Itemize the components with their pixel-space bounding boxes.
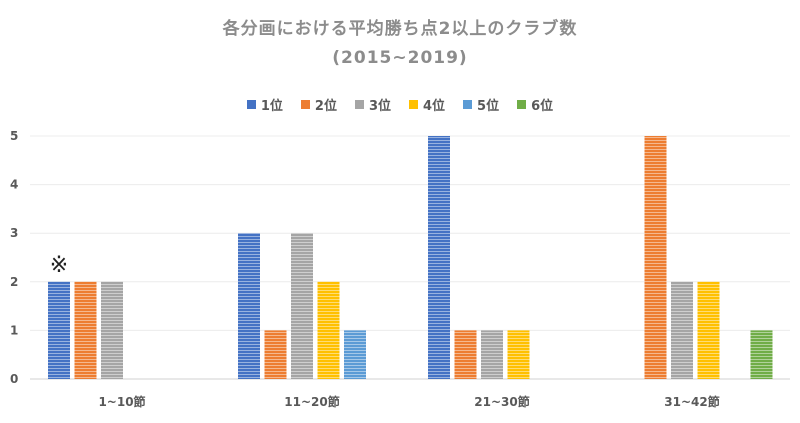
x-tick-label: 11~20節: [284, 394, 339, 409]
legend-swatch: [517, 100, 527, 109]
bar-hatch: [507, 330, 530, 379]
bar-hatch: [671, 281, 693, 379]
legend-item: 1位: [246, 95, 283, 114]
y-tick-label: 0: [10, 372, 18, 386]
annotation-mark: ※: [50, 253, 68, 278]
y-tick-label: 3: [10, 226, 18, 240]
legend-swatch: [300, 100, 310, 109]
bar-hatch: [48, 281, 70, 379]
y-tick-label: 1: [10, 323, 18, 337]
legend-label: 2位: [314, 99, 337, 114]
legend-item: 4位: [409, 95, 445, 114]
bar-hatch: [344, 330, 366, 379]
bar-hatch: [74, 281, 97, 379]
legend-swatch: [463, 100, 473, 109]
legend-label: 1位: [260, 99, 283, 114]
y-tick-label: 5: [10, 129, 18, 143]
bar-hatch: [101, 281, 123, 379]
chart-title: 各分画における平均勝ち点2以上のクラブ数: [222, 19, 578, 39]
y-tick-label: 4: [10, 178, 18, 192]
legend-label: 5位: [477, 99, 500, 114]
legend-item: 5位: [463, 95, 499, 114]
bar-hatch: [697, 281, 720, 379]
legend-item: 6位: [517, 95, 553, 114]
y-tick-label: 2: [10, 275, 18, 289]
legend-label: 4位: [423, 99, 446, 114]
bar-hatch: [291, 233, 313, 379]
bar-hatch: [317, 281, 340, 379]
legend-label: 3位: [368, 99, 391, 114]
legend-label: 6位: [531, 99, 554, 114]
x-tick-label: 31~42節: [664, 394, 719, 409]
bar-hatch: [644, 136, 667, 379]
bar-hatch: [264, 330, 287, 379]
x-tick-label: 21~30節: [474, 394, 529, 409]
bar-hatch: [238, 233, 260, 379]
legend-item: 2位: [300, 95, 337, 114]
legend-swatch: [246, 100, 256, 109]
bar-hatch: [750, 330, 773, 379]
chart-subtitle: (2015~2019): [332, 48, 468, 68]
chart-legend: 1位 2位 3位 4位 5位 6位: [0, 95, 800, 114]
bar-hatch: [428, 136, 450, 379]
legend-item: 3位: [354, 95, 391, 114]
bar-hatch: [481, 330, 503, 379]
bar-hatch: [454, 330, 477, 379]
x-tick-label: 1~10節: [98, 394, 145, 409]
legend-swatch: [409, 100, 418, 109]
legend-swatch: [354, 100, 364, 109]
